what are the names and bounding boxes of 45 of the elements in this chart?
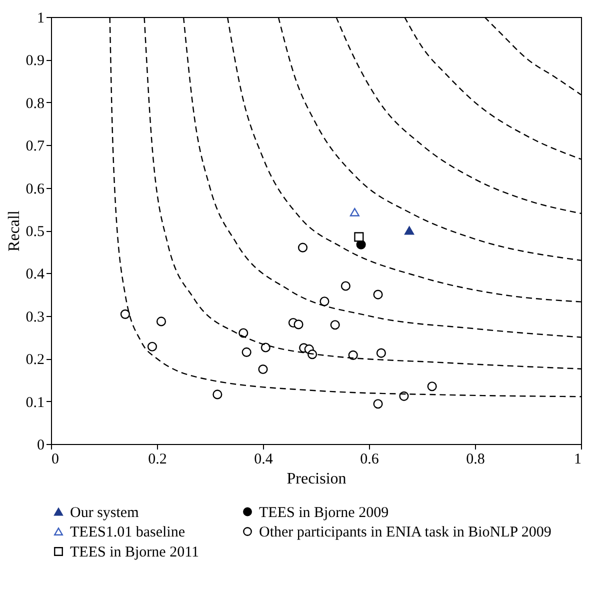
point bbox=[376, 348, 386, 358]
y-tick-label: 0 bbox=[37, 438, 44, 454]
legend-label: TEES in Bjorne 2009 bbox=[259, 504, 389, 521]
point bbox=[330, 320, 340, 330]
point bbox=[348, 350, 358, 360]
point bbox=[350, 208, 360, 216]
legend-label: Other participants in ENIA task in BioNLP 2009 bbox=[259, 524, 552, 540]
point bbox=[427, 382, 437, 392]
y-axis-title: Recall bbox=[6, 210, 23, 252]
x-tick-label: 0.6 bbox=[360, 452, 380, 468]
point bbox=[212, 390, 222, 400]
point bbox=[156, 316, 166, 326]
y-tick-label: 0.2 bbox=[26, 352, 44, 368]
point bbox=[260, 342, 270, 352]
point bbox=[320, 296, 330, 306]
y-tick-label: 1 bbox=[37, 10, 44, 26]
point bbox=[404, 226, 414, 235]
point bbox=[399, 391, 409, 401]
x-tick-label: 0.4 bbox=[254, 452, 274, 468]
point bbox=[354, 232, 364, 242]
y-tick-label: 0.3 bbox=[26, 309, 44, 326]
y-tick-label: 0.6 bbox=[26, 181, 45, 198]
point bbox=[258, 364, 268, 374]
point bbox=[373, 399, 383, 409]
legend-label: TEES1.01 baseline bbox=[70, 524, 186, 540]
x-axis-title: Precision bbox=[286, 470, 346, 488]
point bbox=[242, 347, 252, 357]
y-tick-label: 0.5 bbox=[26, 224, 44, 240]
y-tick-label: 0.4 bbox=[26, 266, 45, 283]
point bbox=[120, 309, 130, 319]
point bbox=[340, 281, 350, 291]
point bbox=[373, 290, 383, 300]
y-tick-label: 0.7 bbox=[26, 138, 45, 155]
point bbox=[147, 342, 158, 352]
legend-label: Our system bbox=[70, 504, 140, 521]
y-tick-label: 0.1 bbox=[26, 394, 44, 411]
x-tick-label: 0 bbox=[52, 452, 59, 468]
x-tick-label: 1 bbox=[574, 452, 582, 468]
point bbox=[294, 320, 304, 330]
y-tick-label: 0.8 bbox=[26, 96, 44, 112]
point bbox=[298, 242, 308, 252]
x-tick-label: 0.8 bbox=[466, 452, 485, 468]
legend-label: TEES in Bjorne 2011 bbox=[70, 544, 200, 560]
y-tick-label: 0.9 bbox=[26, 53, 44, 70]
x-tick-label: 0.2 bbox=[148, 452, 167, 468]
